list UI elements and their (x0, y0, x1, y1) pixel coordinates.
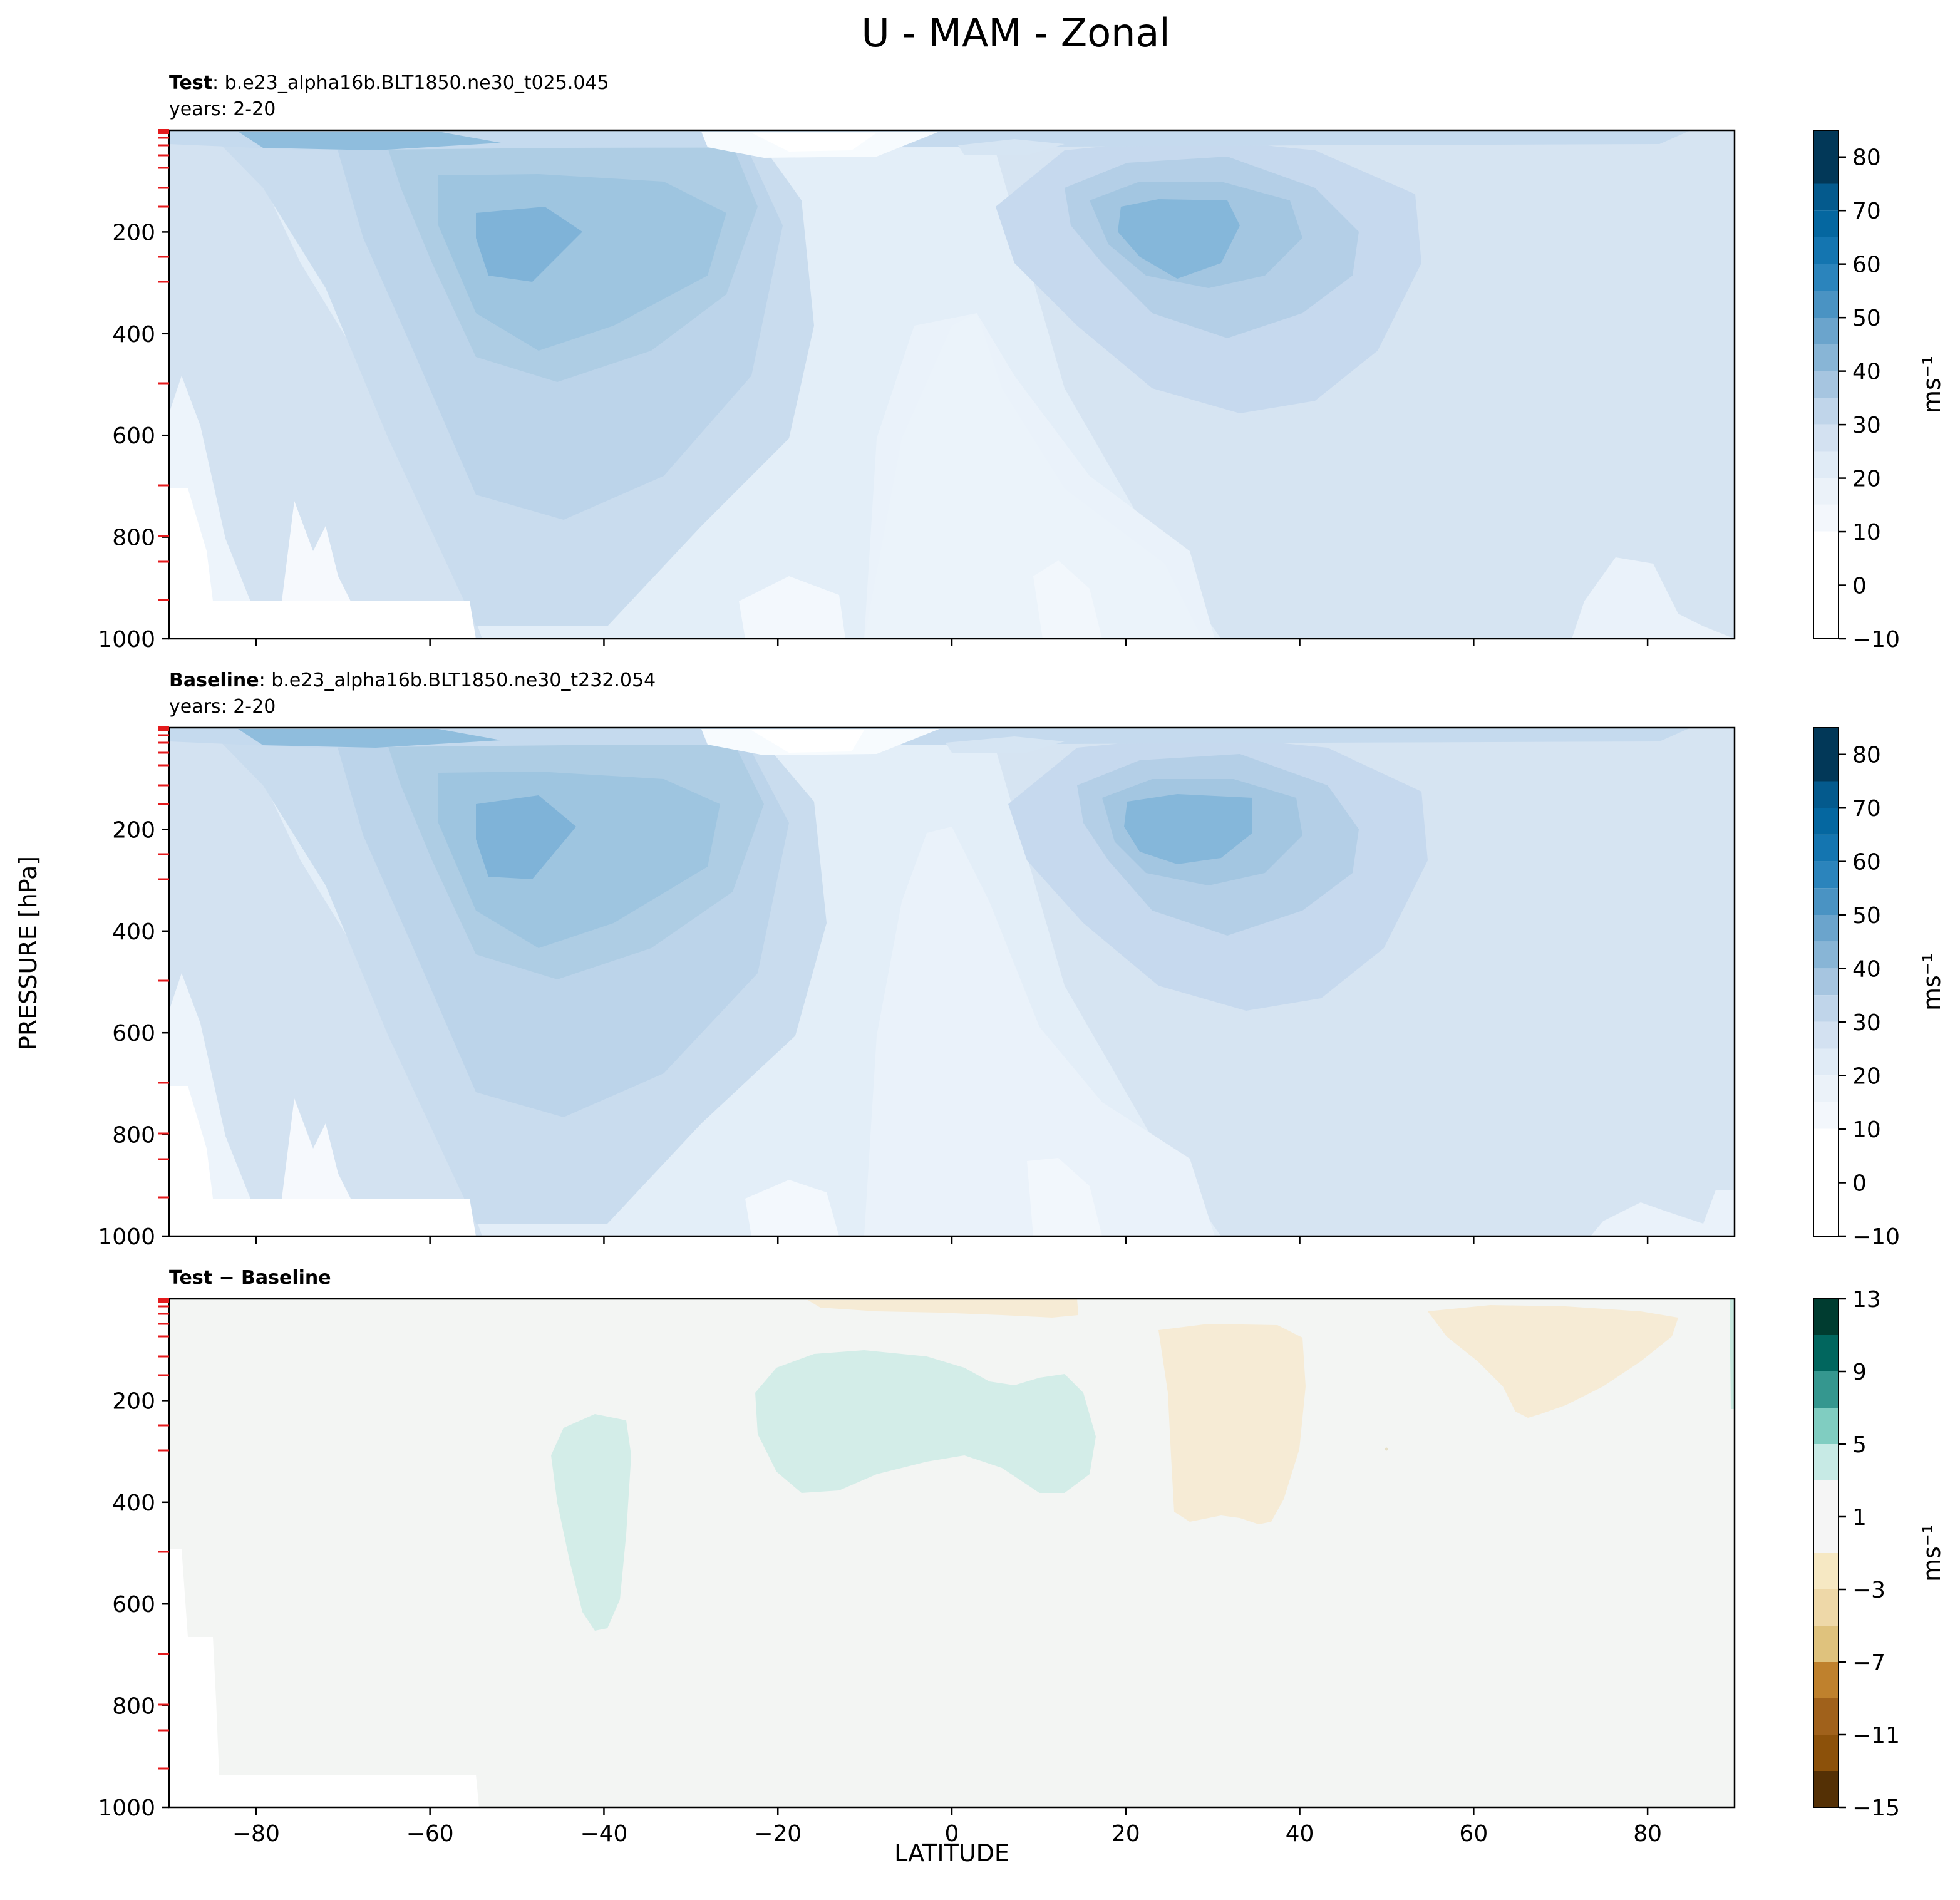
y-tick-label: 600 (112, 1592, 155, 1618)
x-tick-label: 60 (1459, 1821, 1488, 1847)
x-tick-label: 40 (1286, 1821, 1314, 1847)
colorbar-tick-label: 70 (1852, 796, 1881, 822)
colorbar-tick-label: 30 (1852, 1010, 1881, 1036)
colorbar-tick-label: 5 (1852, 1432, 1867, 1458)
colorbar-tick-label: 20 (1852, 1064, 1881, 1090)
panel-baseline: Baseline: b.e23_alpha16b.BLT1850.ne30_t2… (98, 669, 1946, 1250)
y-tick-label: 800 (112, 1694, 155, 1720)
colorbar-tick-label: 80 (1852, 743, 1881, 768)
colorbar-tick-label: −7 (1852, 1650, 1885, 1676)
x-axis-label: LATITUDE (894, 1839, 1009, 1867)
chart-title: U - MAM - Zonal (861, 10, 1170, 56)
x-tick-label: −20 (754, 1821, 802, 1847)
y-tick-label: 400 (112, 919, 155, 945)
panel-diff-contours (169, 1299, 1735, 1807)
x-tick-label: 20 (1112, 1821, 1140, 1847)
colorbar-test-units: ms⁻¹ (1918, 356, 1946, 413)
y-tick-label: 200 (112, 817, 155, 843)
y-tick-label: 200 (112, 220, 155, 245)
colorbar-tick-label: 10 (1852, 520, 1881, 545)
colorbar-tick-label: 80 (1852, 145, 1881, 171)
x-tick-label: −40 (580, 1821, 627, 1847)
colorbar-tick-label: 9 (1852, 1360, 1867, 1385)
colorbar-tick-label: 20 (1852, 467, 1881, 492)
panel-baseline-level-markers (158, 726, 169, 1199)
y-axis-label: PRESSURE [hPa] (14, 856, 42, 1050)
panel-test: Test: b.e23_alpha16b.BLT1850.ne30_t025.0… (98, 72, 1946, 653)
colorbar-diff-units: ms⁻¹ (1918, 1524, 1946, 1582)
panel-test-level-markers (158, 129, 169, 601)
colorbar-baseline: −10 0 10 20 30 40 50 60 70 80 ms⁻¹ (1813, 727, 1946, 1250)
panel-baseline-xaxis (255, 1236, 1649, 1244)
colorbar-tick-label: 10 (1852, 1117, 1881, 1143)
colorbar-tick-label: −3 (1852, 1577, 1885, 1603)
colorbar-tick-label: 0 (1852, 1171, 1867, 1197)
panel-diff-xaxis: −80 −60 −40 −20 0 20 40 60 80 (232, 1807, 1662, 1847)
panel-test-title: Test: b.e23_alpha16b.BLT1850.ne30_t025.0… (169, 72, 609, 94)
y-tick-label: 200 (112, 1388, 155, 1414)
colorbar-diff: −15 −11 −7 −3 1 5 9 13 ms⁻¹ (1813, 1287, 1946, 1821)
panel-diff-title: Test − Baseline (169, 1267, 331, 1289)
colorbar-baseline-units: ms⁻¹ (1918, 953, 1946, 1011)
colorbar-tick-label: 1 (1852, 1505, 1867, 1531)
colorbar-tick-label: −10 (1852, 627, 1900, 653)
panel-test-contours (169, 130, 1735, 639)
y-tick-label: 600 (112, 423, 155, 449)
x-tick-label: 80 (1633, 1821, 1662, 1847)
panel-test-years: years: 2-20 (169, 98, 276, 120)
colorbar-tick-label: 40 (1852, 359, 1881, 385)
y-tick-label: 1000 (98, 1795, 155, 1821)
colorbar-test: −10 0 10 20 30 40 50 60 70 80 ms⁻¹ (1813, 130, 1946, 653)
colorbar-tick-label: 0 (1852, 574, 1867, 599)
panel-diff-level-markers (158, 1298, 169, 1770)
colorbar-tick-label: 40 (1852, 957, 1881, 983)
panel-baseline-yaxis: 200 400 600 800 1000 (98, 817, 169, 1250)
colorbar-tick-label: 30 (1852, 413, 1881, 438)
colorbar-tick-label: 13 (1852, 1287, 1881, 1313)
y-tick-label: 1000 (98, 1224, 155, 1250)
colorbar-tick-label: 60 (1852, 252, 1881, 278)
colorbar-tick-label: 70 (1852, 199, 1881, 224)
x-tick-label: 0 (945, 1821, 959, 1847)
y-tick-label: 800 (112, 525, 155, 551)
y-tick-label: 600 (112, 1021, 155, 1046)
y-tick-label: 400 (112, 322, 155, 348)
y-tick-label: 800 (112, 1123, 155, 1149)
panel-baseline-contours (169, 728, 1735, 1236)
panel-diff-yaxis: 200 400 600 800 1000 (98, 1388, 169, 1821)
x-tick-label: −60 (406, 1821, 454, 1847)
colorbar-tick-label: 60 (1852, 850, 1881, 875)
x-tick-label: −80 (232, 1821, 280, 1847)
panel-test-yaxis: 200 400 600 800 1000 (98, 220, 169, 653)
colorbar-tick-label: 50 (1852, 306, 1881, 331)
y-tick-label: 400 (112, 1490, 155, 1516)
panel-baseline-years: years: 2-20 (169, 696, 276, 718)
colorbar-tick-label: 50 (1852, 903, 1881, 929)
colorbar-tick-label: −10 (1852, 1224, 1900, 1250)
colorbar-tick-label: −15 (1852, 1795, 1900, 1821)
panel-test-xaxis (255, 639, 1649, 646)
panel-baseline-title: Baseline: b.e23_alpha16b.BLT1850.ne30_t2… (169, 669, 656, 691)
colorbar-tick-label: −11 (1852, 1723, 1900, 1748)
y-tick-label: 1000 (98, 627, 155, 653)
